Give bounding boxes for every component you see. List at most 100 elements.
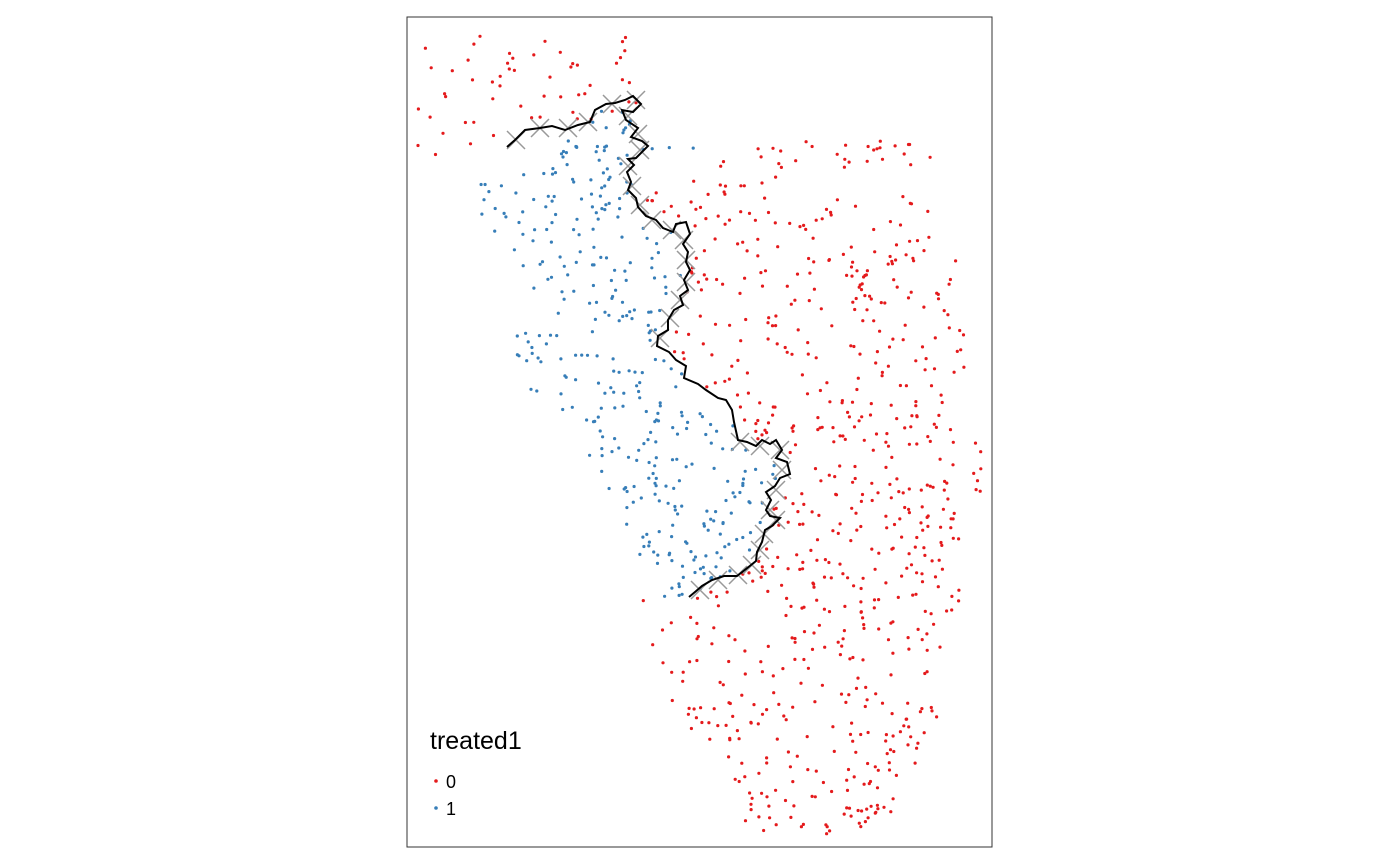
untreated-point: [900, 574, 904, 578]
untreated-point: [921, 528, 925, 532]
untreated-point: [842, 812, 846, 816]
untreated-point: [845, 273, 849, 277]
untreated-point: [776, 555, 780, 560]
untreated-point: [801, 560, 805, 565]
untreated-point: [737, 737, 741, 741]
untreated-point: [873, 250, 877, 254]
untreated-point: [862, 626, 866, 631]
untreated-point: [856, 808, 860, 813]
treated-point: [729, 511, 733, 515]
untreated-point: [682, 357, 686, 361]
treated-point: [723, 545, 727, 549]
untreated-point: [773, 221, 777, 225]
untreated-point: [820, 217, 824, 221]
treated-point: [710, 576, 714, 580]
untreated-point: [853, 307, 857, 312]
untreated-point: [891, 651, 895, 655]
treated-point: [673, 504, 677, 509]
untreated-point: [681, 670, 685, 674]
untreated-point: [690, 271, 694, 275]
untreated-point: [842, 165, 847, 169]
untreated-point: [532, 53, 536, 57]
untreated-point: [772, 691, 776, 695]
untreated-point: [838, 562, 842, 566]
untreated-point: [884, 581, 888, 585]
untreated-point: [759, 575, 763, 579]
untreated-point: [822, 575, 827, 579]
untreated-point: [807, 299, 811, 303]
untreated-point: [416, 107, 420, 111]
treated-point: [607, 201, 611, 205]
untreated-point: [925, 483, 929, 487]
untreated-point: [716, 604, 721, 608]
untreated-point: [925, 670, 929, 674]
untreated-point: [727, 659, 731, 664]
treated-point: [741, 535, 745, 540]
untreated-point: [743, 672, 747, 676]
untreated-point: [836, 640, 840, 644]
treated-point: [603, 184, 607, 188]
treated-point: [676, 512, 680, 516]
treated-point: [512, 248, 517, 252]
treated-point: [609, 386, 613, 390]
untreated-point: [704, 217, 708, 221]
untreated-point: [901, 338, 905, 342]
untreated-point: [913, 545, 917, 549]
treated-point: [538, 262, 542, 266]
treated-point: [656, 419, 661, 423]
untreated-point: [472, 42, 476, 46]
untreated-point: [859, 600, 863, 604]
untreated-point: [952, 511, 956, 515]
untreated-point: [823, 645, 827, 649]
untreated-point: [957, 537, 961, 541]
untreated-point: [887, 761, 891, 765]
untreated-point: [756, 254, 760, 258]
untreated-point: [472, 120, 476, 124]
treated-point: [650, 147, 654, 151]
treated-point: [670, 559, 674, 563]
untreated-point: [792, 424, 796, 428]
legend-swatch-0: [434, 779, 438, 783]
untreated-point: [723, 192, 727, 196]
untreated-point: [832, 440, 836, 444]
treated-points: [479, 109, 778, 598]
untreated-point: [886, 364, 891, 368]
untreated-point: [738, 291, 742, 295]
treated-point: [741, 481, 745, 485]
untreated-point: [827, 610, 832, 614]
treated-point: [574, 378, 578, 382]
treated-point: [650, 256, 654, 260]
untreated-point: [863, 704, 867, 709]
treated-point: [600, 454, 604, 458]
untreated-point: [936, 297, 941, 301]
treated-point: [754, 467, 758, 471]
untreated-point: [819, 307, 823, 311]
treated-point: [670, 586, 674, 590]
untreated-point: [800, 492, 804, 496]
treated-point: [632, 308, 637, 312]
treated-point: [627, 369, 631, 373]
untreated-point: [870, 498, 874, 503]
untreated-point: [723, 184, 728, 188]
untreated-point: [689, 615, 693, 620]
boundary-marker: [770, 440, 790, 460]
treated-point: [656, 251, 661, 255]
treated-point: [735, 537, 739, 542]
treated-point: [549, 240, 554, 244]
treated-point: [613, 406, 617, 410]
untreated-point: [861, 319, 865, 323]
untreated-point: [692, 707, 696, 711]
treated-point: [601, 435, 605, 439]
treated-point: [487, 190, 491, 194]
treated-point: [504, 215, 508, 219]
untreated-point: [870, 481, 874, 485]
untreated-point: [785, 596, 789, 601]
treated-point: [666, 501, 670, 505]
treated-point: [561, 407, 565, 412]
untreated-point: [933, 575, 938, 579]
untreated-point: [817, 513, 821, 518]
untreated-point: [760, 433, 764, 437]
untreated-point: [681, 351, 685, 355]
untreated-point: [718, 680, 722, 685]
untreated-point: [789, 604, 793, 609]
